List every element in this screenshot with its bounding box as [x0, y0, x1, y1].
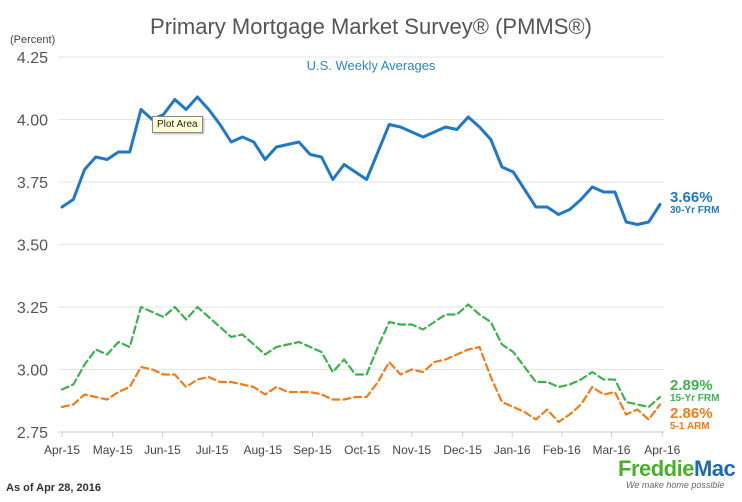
end-label-name: 30-Yr FRM [670, 205, 720, 216]
end-label-value: 3.66% [670, 189, 713, 206]
y-tick-label: 3.50 [17, 238, 48, 255]
x-tick-label: Jul-15 [196, 443, 229, 457]
logo-tagline: We make home possible [626, 480, 725, 490]
y-tick-label: 3.00 [17, 363, 48, 380]
as-of-date: As of Apr 28, 2016 [6, 482, 101, 494]
y-tick-label: 4.00 [17, 113, 48, 130]
logo-name-part1: Freddie [618, 456, 694, 481]
series-line-15yr-frm [60, 303, 662, 409]
y-axis-unit-label: (Percent) [10, 34, 56, 46]
x-tick-label: Oct-15 [344, 443, 380, 457]
x-tick-label: May-15 [93, 443, 133, 457]
y-tick-label: 3.75 [17, 175, 48, 192]
x-tick-label: Aug-15 [243, 443, 282, 457]
x-axis-ticks: Apr-15 May-15 Jun-15 Jul-15 Aug-15 Sep-15 Oct-… [44, 432, 681, 457]
y-tick-label: 3.25 [17, 300, 48, 317]
chart-title: Primary Mortgage Market Survey® (PMMS®) [150, 14, 592, 39]
logo-wordmark: FreddieMac [618, 456, 736, 482]
x-tick-label: Jun-15 [144, 443, 181, 457]
plot-area-tooltip: Plot Area [152, 116, 203, 133]
x-tick-label: Nov-15 [392, 443, 431, 457]
x-tick-label: Apr-16 [644, 443, 680, 457]
series-line-30yr-frm [60, 95, 662, 226]
x-tick-label: Sep-15 [293, 443, 332, 457]
chart-subtitle: U.S. Weekly Averages [306, 58, 436, 73]
grid-layer [58, 56, 664, 433]
logo-name-part2: Mac [693, 456, 736, 481]
y-tick-label: 2.75 [17, 425, 48, 442]
x-tick-label: Jan-16 [494, 443, 531, 457]
end-label-arm: 2.86% 5-1 ARM [670, 406, 713, 432]
x-tick-label: Mar-16 [592, 443, 630, 457]
x-tick-label: Feb-16 [543, 443, 581, 457]
y-axis-ticks: 4.25 4.00 3.75 3.50 3.25 3.00 2.75 [17, 50, 48, 442]
end-label-15yr: 2.89% 15-Yr FRM [670, 378, 719, 404]
end-label-name: 5-1 ARM [670, 421, 710, 432]
end-label-value: 2.89% [670, 377, 713, 394]
end-label-name: 15-Yr FRM [670, 393, 720, 404]
freddie-mac-logo: FreddieMac We make home possible [618, 456, 736, 490]
end-label-30yr: 3.66% 30-Yr FRM [670, 190, 719, 216]
y-tick-label: 4.25 [17, 50, 48, 67]
x-tick-label: Apr-15 [44, 443, 80, 457]
series-line-5-1-arm [60, 345, 662, 424]
series-layer [60, 95, 662, 424]
x-tick-label: Dec-15 [443, 443, 482, 457]
end-label-value: 2.86% [670, 405, 713, 422]
